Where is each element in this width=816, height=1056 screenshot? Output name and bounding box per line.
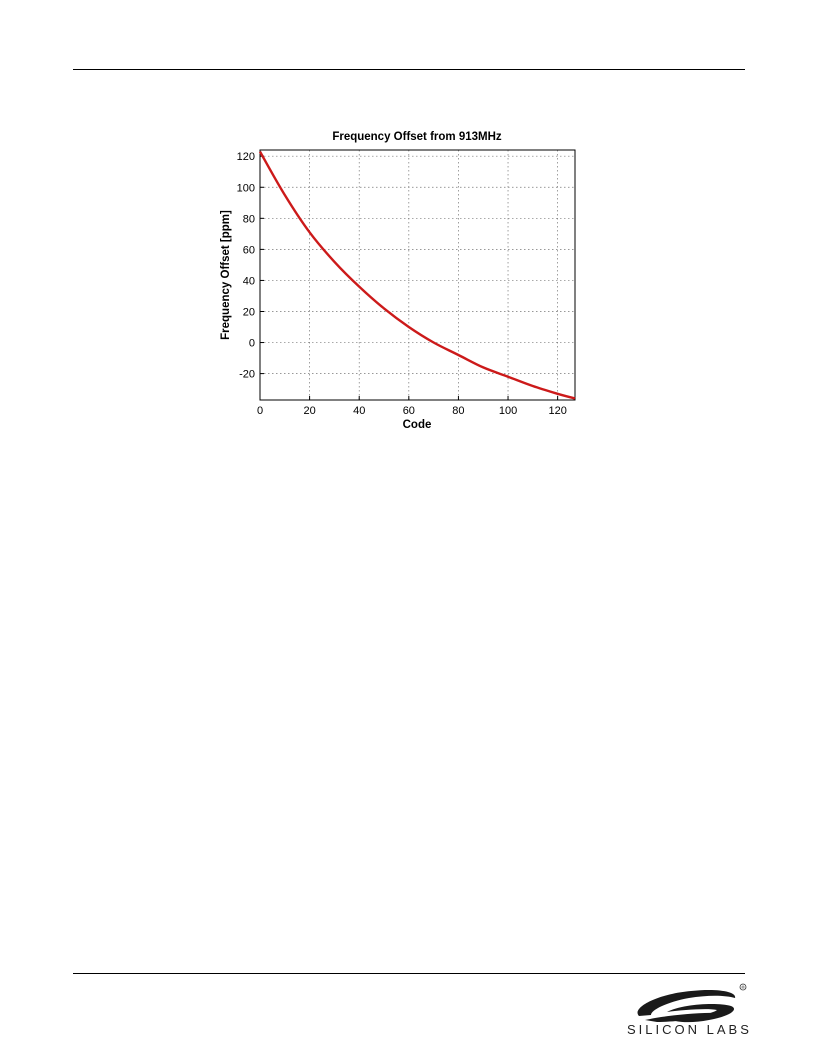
frequency-offset-chart: Frequency Offset from 913MHz 0 20 40 60 80 10…	[220, 131, 576, 431]
y-tick-label: 20	[243, 306, 255, 318]
registered-mark: ®	[741, 984, 745, 990]
y-tick-label: -20	[239, 369, 255, 381]
y-tick-label: 120	[237, 151, 255, 163]
chart-grid	[260, 150, 575, 400]
x-axis-label: Code	[403, 419, 432, 431]
chart-title: Frequency Offset from 913MHz	[332, 131, 502, 143]
series-line	[258, 151, 576, 400]
chart-ticks: 0 20 40 60 80 100 120 -20 0 20 40 60 80 100 120	[237, 151, 567, 417]
plot-frame	[259, 149, 576, 401]
chart-series	[258, 151, 576, 400]
y-axis-label: Frequency Offset [ppm]	[220, 210, 232, 340]
y-tick-label: 60	[243, 244, 255, 256]
header-rule	[73, 69, 745, 70]
footer-rule	[73, 973, 745, 974]
silicon-labs-logo-icon: ®	[637, 983, 747, 1023]
x-tick-label: 80	[452, 405, 464, 417]
silicon-labs-wordmark: SILICON LABS	[627, 1022, 752, 1037]
x-tick-label: 100	[499, 405, 517, 417]
x-tick-label: 40	[353, 405, 365, 417]
x-tick-label: 120	[548, 405, 566, 417]
y-tick-label: 40	[243, 275, 255, 287]
x-tick-label: 0	[257, 405, 263, 417]
x-tick-label: 60	[403, 405, 415, 417]
y-tick-label: 80	[243, 213, 255, 225]
y-tick-label: 0	[249, 338, 255, 350]
x-tick-label: 20	[303, 405, 315, 417]
y-tick-label: 100	[237, 182, 255, 194]
